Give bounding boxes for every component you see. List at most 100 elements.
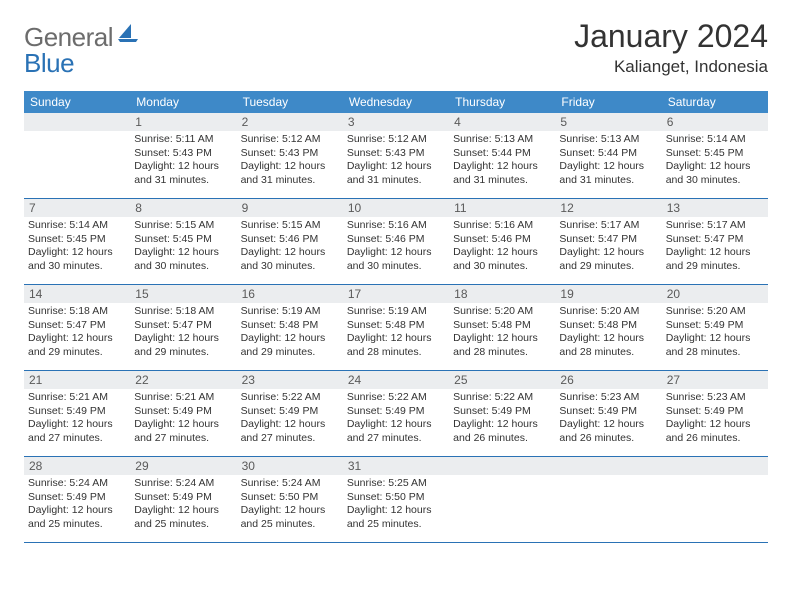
sunrise-line: Sunrise: 5:17 AM — [559, 219, 657, 233]
day-number: 14 — [24, 285, 130, 303]
day-number: 24 — [343, 371, 449, 389]
day-cell: 6Sunrise: 5:14 AMSunset: 5:45 PMDaylight… — [662, 113, 768, 199]
day-number: 20 — [662, 285, 768, 303]
day-content: Sunrise: 5:11 AMSunset: 5:43 PMDaylight:… — [130, 131, 236, 192]
sunset-line: Sunset: 5:45 PM — [134, 233, 232, 247]
day-cell: 19Sunrise: 5:20 AMSunset: 5:48 PMDayligh… — [555, 285, 661, 371]
daylight-line: Daylight: 12 hours and 30 minutes. — [28, 246, 126, 273]
day-number: 1 — [130, 113, 236, 131]
day-content: Sunrise: 5:17 AMSunset: 5:47 PMDaylight:… — [662, 217, 768, 278]
daylight-line: Daylight: 12 hours and 29 minutes. — [666, 246, 764, 273]
daylight-line: Daylight: 12 hours and 31 minutes. — [241, 160, 339, 187]
day-cell: 28Sunrise: 5:24 AMSunset: 5:49 PMDayligh… — [24, 457, 130, 543]
daylight-line: Daylight: 12 hours and 29 minutes. — [28, 332, 126, 359]
day-content: Sunrise: 5:24 AMSunset: 5:49 PMDaylight:… — [24, 475, 130, 536]
day-number: 6 — [662, 113, 768, 131]
daylight-line: Daylight: 12 hours and 26 minutes. — [453, 418, 551, 445]
day-content: Sunrise: 5:21 AMSunset: 5:49 PMDaylight:… — [24, 389, 130, 450]
day-number: 22 — [130, 371, 236, 389]
daylight-line: Daylight: 12 hours and 31 minutes. — [347, 160, 445, 187]
day-content: Sunrise: 5:24 AMSunset: 5:49 PMDaylight:… — [130, 475, 236, 536]
day-cell: 10Sunrise: 5:16 AMSunset: 5:46 PMDayligh… — [343, 199, 449, 285]
day-number: 8 — [130, 199, 236, 217]
daylight-line: Daylight: 12 hours and 31 minutes. — [453, 160, 551, 187]
empty-cell — [24, 113, 130, 199]
calendar-body: 1Sunrise: 5:11 AMSunset: 5:43 PMDaylight… — [24, 113, 768, 543]
daylight-line: Daylight: 12 hours and 28 minutes. — [559, 332, 657, 359]
header: General January 2024 Kalianget, Indonesi… — [24, 18, 768, 77]
sunrise-line: Sunrise: 5:16 AM — [347, 219, 445, 233]
sunrise-line: Sunrise: 5:22 AM — [453, 391, 551, 405]
day-cell: 18Sunrise: 5:20 AMSunset: 5:48 PMDayligh… — [449, 285, 555, 371]
day-number: 7 — [24, 199, 130, 217]
day-content: Sunrise: 5:13 AMSunset: 5:44 PMDaylight:… — [449, 131, 555, 192]
day-content: Sunrise: 5:19 AMSunset: 5:48 PMDaylight:… — [237, 303, 343, 364]
sunrise-line: Sunrise: 5:11 AM — [134, 133, 232, 147]
sunset-line: Sunset: 5:43 PM — [241, 147, 339, 161]
weekday-header: Saturday — [662, 91, 768, 113]
day-content: Sunrise: 5:12 AMSunset: 5:43 PMDaylight:… — [343, 131, 449, 192]
day-number: 12 — [555, 199, 661, 217]
title-block: January 2024 Kalianget, Indonesia — [574, 18, 768, 77]
daylight-line: Daylight: 12 hours and 31 minutes. — [134, 160, 232, 187]
day-number: 9 — [237, 199, 343, 217]
day-number: 15 — [130, 285, 236, 303]
sunrise-line: Sunrise: 5:24 AM — [134, 477, 232, 491]
day-cell: 5Sunrise: 5:13 AMSunset: 5:44 PMDaylight… — [555, 113, 661, 199]
daylight-line: Daylight: 12 hours and 25 minutes. — [241, 504, 339, 531]
day-cell: 8Sunrise: 5:15 AMSunset: 5:45 PMDaylight… — [130, 199, 236, 285]
daylight-line: Daylight: 12 hours and 30 minutes. — [347, 246, 445, 273]
day-number: 11 — [449, 199, 555, 217]
day-number: 4 — [449, 113, 555, 131]
day-cell: 17Sunrise: 5:19 AMSunset: 5:48 PMDayligh… — [343, 285, 449, 371]
day-cell: 13Sunrise: 5:17 AMSunset: 5:47 PMDayligh… — [662, 199, 768, 285]
sunrise-line: Sunrise: 5:20 AM — [453, 305, 551, 319]
daylight-line: Daylight: 12 hours and 28 minutes. — [666, 332, 764, 359]
sunset-line: Sunset: 5:49 PM — [666, 405, 764, 419]
sunrise-line: Sunrise: 5:21 AM — [28, 391, 126, 405]
sunset-line: Sunset: 5:49 PM — [134, 491, 232, 505]
day-cell: 15Sunrise: 5:18 AMSunset: 5:47 PMDayligh… — [130, 285, 236, 371]
daylight-line: Daylight: 12 hours and 25 minutes. — [347, 504, 445, 531]
day-content: Sunrise: 5:23 AMSunset: 5:49 PMDaylight:… — [662, 389, 768, 450]
day-number: 29 — [130, 457, 236, 475]
sunset-line: Sunset: 5:49 PM — [28, 491, 126, 505]
sunrise-line: Sunrise: 5:24 AM — [28, 477, 126, 491]
day-number: 5 — [555, 113, 661, 131]
day-cell: 24Sunrise: 5:22 AMSunset: 5:49 PMDayligh… — [343, 371, 449, 457]
sunset-line: Sunset: 5:50 PM — [241, 491, 339, 505]
daylight-line: Daylight: 12 hours and 30 minutes. — [134, 246, 232, 273]
day-content: Sunrise: 5:18 AMSunset: 5:47 PMDaylight:… — [24, 303, 130, 364]
sunset-line: Sunset: 5:49 PM — [241, 405, 339, 419]
daylight-line: Daylight: 12 hours and 31 minutes. — [559, 160, 657, 187]
sunset-line: Sunset: 5:49 PM — [453, 405, 551, 419]
sunset-line: Sunset: 5:49 PM — [559, 405, 657, 419]
sunset-line: Sunset: 5:44 PM — [559, 147, 657, 161]
day-content: Sunrise: 5:14 AMSunset: 5:45 PMDaylight:… — [24, 217, 130, 278]
daylight-line: Daylight: 12 hours and 27 minutes. — [347, 418, 445, 445]
sunset-line: Sunset: 5:47 PM — [134, 319, 232, 333]
day-cell: 3Sunrise: 5:12 AMSunset: 5:43 PMDaylight… — [343, 113, 449, 199]
day-content: Sunrise: 5:12 AMSunset: 5:43 PMDaylight:… — [237, 131, 343, 192]
daylight-line: Daylight: 12 hours and 28 minutes. — [453, 332, 551, 359]
sunset-line: Sunset: 5:45 PM — [666, 147, 764, 161]
day-cell: 25Sunrise: 5:22 AMSunset: 5:49 PMDayligh… — [449, 371, 555, 457]
daylight-line: Daylight: 12 hours and 29 minutes. — [134, 332, 232, 359]
daylight-line: Daylight: 12 hours and 26 minutes. — [559, 418, 657, 445]
daylight-line: Daylight: 12 hours and 25 minutes. — [28, 504, 126, 531]
day-cell: 26Sunrise: 5:23 AMSunset: 5:49 PMDayligh… — [555, 371, 661, 457]
day-number: 21 — [24, 371, 130, 389]
day-cell: 14Sunrise: 5:18 AMSunset: 5:47 PMDayligh… — [24, 285, 130, 371]
day-cell: 16Sunrise: 5:19 AMSunset: 5:48 PMDayligh… — [237, 285, 343, 371]
day-cell: 1Sunrise: 5:11 AMSunset: 5:43 PMDaylight… — [130, 113, 236, 199]
day-number: 18 — [449, 285, 555, 303]
day-cell: 22Sunrise: 5:21 AMSunset: 5:49 PMDayligh… — [130, 371, 236, 457]
day-content: Sunrise: 5:21 AMSunset: 5:49 PMDaylight:… — [130, 389, 236, 450]
weekday-header: Friday — [555, 91, 661, 113]
sunset-line: Sunset: 5:43 PM — [134, 147, 232, 161]
day-cell: 23Sunrise: 5:22 AMSunset: 5:49 PMDayligh… — [237, 371, 343, 457]
day-cell: 11Sunrise: 5:16 AMSunset: 5:46 PMDayligh… — [449, 199, 555, 285]
sunrise-line: Sunrise: 5:21 AM — [134, 391, 232, 405]
day-content: Sunrise: 5:22 AMSunset: 5:49 PMDaylight:… — [237, 389, 343, 450]
sunset-line: Sunset: 5:49 PM — [28, 405, 126, 419]
